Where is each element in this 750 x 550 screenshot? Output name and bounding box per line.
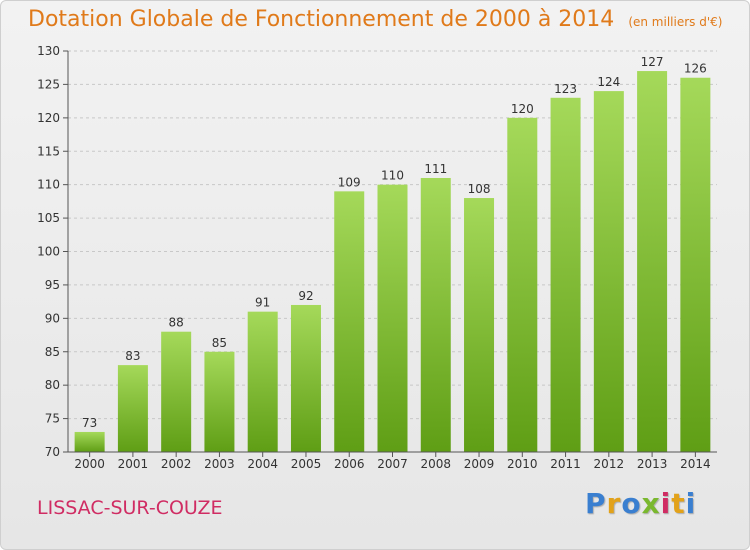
y-tick-label: 95 (45, 278, 60, 292)
bar (680, 77, 711, 452)
bar (161, 331, 192, 452)
data-label: 111 (424, 162, 447, 176)
bar (464, 198, 495, 452)
x-tick-label: 2002 (161, 457, 192, 471)
x-tick-label: 2001 (118, 457, 149, 471)
chart-title-text: Dotation Globale de Fonctionnement de 20… (28, 7, 615, 32)
x-tick-label: 2006 (334, 457, 365, 471)
bar (550, 97, 581, 453)
data-label: 124 (597, 75, 620, 89)
y-tick-label: 130 (37, 44, 60, 58)
x-tick-label: 2010 (507, 457, 538, 471)
data-label: 85 (212, 336, 227, 350)
chart-subtitle: (en milliers d'€) (628, 15, 723, 29)
data-label: 88 (169, 316, 184, 330)
y-tick-label: 125 (37, 77, 60, 91)
x-tick-label: 2008 (420, 457, 451, 471)
x-tick-label: 2012 (594, 457, 625, 471)
x-tick-label: 2011 (550, 457, 581, 471)
y-tick-label: 115 (37, 144, 60, 158)
bar (290, 304, 321, 452)
data-label: 120 (511, 102, 534, 116)
bars (74, 71, 711, 453)
data-label: 108 (468, 182, 491, 196)
y-tick-label: 120 (37, 111, 60, 125)
bar (507, 117, 538, 452)
x-tick-label: 2007 (377, 457, 408, 471)
bar (637, 71, 668, 453)
y-tick-label: 100 (37, 245, 60, 259)
logo-letter: i (685, 487, 697, 520)
bar (247, 311, 278, 452)
logo-letter: r (606, 487, 622, 520)
data-label: 126 (684, 62, 707, 76)
logo-letter: i (660, 487, 672, 520)
y-tick-label: 90 (45, 311, 60, 325)
logo-letter: P (585, 487, 607, 520)
data-label: 127 (641, 55, 664, 69)
bar (420, 177, 451, 452)
data-labels: 73 83 88 85 91 92 109 110 111 108 120 123 124 127 126 (82, 55, 707, 430)
logo-letter: o (621, 487, 642, 520)
y-tick-label: 70 (45, 445, 60, 459)
x-tick-label: 2000 (74, 457, 105, 471)
proxiti-logo: Proxiti (585, 487, 696, 520)
data-label: 73 (82, 416, 97, 430)
axes: 70 75 80 85 90 95 100 105 110 115 120 125 130 2000 200… (37, 44, 717, 471)
y-tick-label: 85 (45, 345, 60, 359)
x-tick-label: 2005 (291, 457, 322, 471)
y-tick-label: 110 (37, 178, 60, 192)
x-tick-label: 2003 (204, 457, 235, 471)
bar (74, 431, 105, 452)
y-tick-label: 80 (45, 378, 60, 392)
data-label: 123 (554, 82, 577, 96)
bar (593, 91, 624, 452)
bar (117, 365, 148, 452)
bar (377, 184, 408, 452)
logo-letter: x (641, 487, 661, 520)
commune-name: LISSAC-SUR-COUZE (37, 497, 223, 519)
y-tick-label: 75 (45, 412, 60, 426)
data-label: 110 (381, 169, 404, 183)
x-tick-label: 2013 (637, 457, 668, 471)
y-tick-label: 105 (37, 211, 60, 225)
data-label: 109 (338, 175, 361, 189)
logo-letter: t (671, 487, 686, 520)
data-label: 91 (255, 296, 270, 310)
bar (334, 191, 365, 452)
bar (204, 351, 235, 452)
x-tick-label: 2014 (680, 457, 711, 471)
x-tick-label: 2009 (464, 457, 495, 471)
x-tick-label: 2004 (247, 457, 278, 471)
data-label: 83 (125, 349, 140, 363)
data-label: 92 (298, 289, 313, 303)
chart-title: Dotation Globale de Fonctionnement de 20… (28, 7, 722, 32)
